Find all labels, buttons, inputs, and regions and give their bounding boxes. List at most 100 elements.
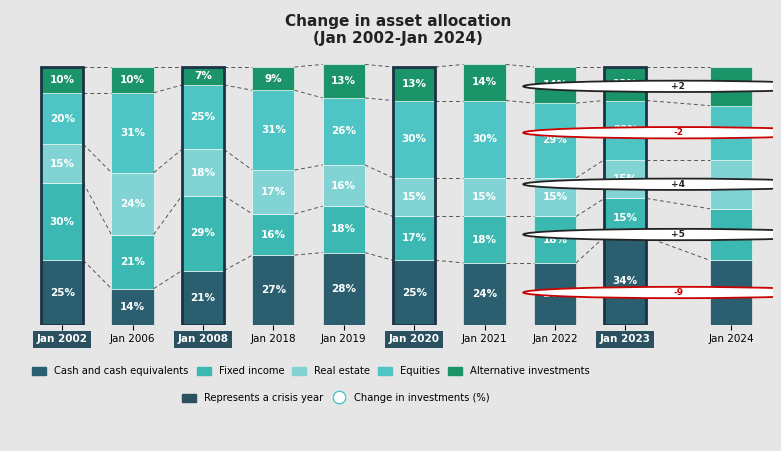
Bar bbox=[252, 67, 294, 90]
Text: 17%: 17% bbox=[401, 233, 426, 244]
Bar bbox=[393, 67, 435, 101]
Text: 24%: 24% bbox=[542, 289, 568, 299]
Text: 29%: 29% bbox=[191, 228, 216, 238]
Bar bbox=[710, 67, 752, 106]
Text: 15%: 15% bbox=[472, 192, 497, 202]
Bar bbox=[393, 101, 435, 178]
Text: 31%: 31% bbox=[120, 128, 145, 138]
Bar bbox=[710, 160, 752, 209]
Circle shape bbox=[523, 127, 781, 138]
Text: 25%: 25% bbox=[401, 287, 426, 298]
Bar bbox=[463, 216, 505, 263]
Bar bbox=[112, 67, 154, 93]
Text: -2: -2 bbox=[673, 128, 683, 137]
Text: 29%: 29% bbox=[543, 135, 567, 146]
Text: 13%: 13% bbox=[401, 79, 426, 89]
Text: 14%: 14% bbox=[120, 302, 145, 312]
Text: 31%: 31% bbox=[261, 125, 286, 135]
Text: 17%: 17% bbox=[261, 187, 286, 197]
Bar bbox=[112, 173, 154, 235]
Bar bbox=[112, 93, 154, 173]
Text: 18%: 18% bbox=[543, 235, 568, 245]
Text: 18%: 18% bbox=[191, 168, 216, 178]
Text: 21%: 21% bbox=[719, 128, 744, 138]
Text: 27%: 27% bbox=[261, 285, 286, 295]
Bar bbox=[41, 144, 84, 183]
Text: 16%: 16% bbox=[261, 230, 286, 239]
Bar bbox=[463, 64, 505, 101]
Bar bbox=[252, 90, 294, 170]
Bar bbox=[41, 67, 84, 93]
Text: 15%: 15% bbox=[401, 192, 426, 202]
Bar bbox=[252, 170, 294, 214]
Text: 25%: 25% bbox=[191, 112, 216, 122]
Circle shape bbox=[523, 179, 781, 190]
Bar bbox=[182, 67, 224, 85]
Text: 16%: 16% bbox=[331, 180, 356, 191]
Text: 20%: 20% bbox=[50, 114, 75, 124]
Text: 21%: 21% bbox=[191, 293, 216, 303]
Text: 10%: 10% bbox=[120, 75, 145, 85]
Text: 14%: 14% bbox=[542, 80, 568, 90]
Text: 15%: 15% bbox=[613, 213, 638, 223]
Bar bbox=[41, 93, 84, 144]
Text: 9%: 9% bbox=[265, 74, 282, 83]
Circle shape bbox=[523, 229, 781, 240]
Text: 18%: 18% bbox=[472, 235, 497, 245]
Text: +5: +5 bbox=[671, 230, 685, 239]
Text: 15%: 15% bbox=[50, 159, 75, 169]
Text: 15%: 15% bbox=[613, 174, 638, 184]
Bar bbox=[323, 64, 365, 98]
Bar bbox=[41, 260, 84, 325]
Bar bbox=[323, 206, 365, 253]
Text: 28%: 28% bbox=[331, 284, 356, 294]
Text: 25%: 25% bbox=[719, 287, 744, 298]
Text: 20%: 20% bbox=[719, 230, 744, 239]
Bar bbox=[182, 196, 224, 271]
Text: 13%: 13% bbox=[331, 76, 356, 86]
Bar bbox=[534, 67, 576, 103]
Text: 30%: 30% bbox=[472, 134, 497, 144]
Bar bbox=[534, 103, 576, 178]
Bar bbox=[323, 98, 365, 165]
Bar bbox=[604, 67, 647, 101]
Bar bbox=[604, 160, 647, 198]
Text: 13%: 13% bbox=[613, 79, 638, 89]
Text: 24%: 24% bbox=[120, 198, 145, 209]
Bar bbox=[604, 101, 647, 160]
Bar bbox=[604, 198, 647, 237]
Bar bbox=[463, 263, 505, 325]
Bar bbox=[323, 165, 365, 206]
Text: 14%: 14% bbox=[472, 78, 497, 87]
Title: Change in asset allocation
(Jan 2002-Jan 2024): Change in asset allocation (Jan 2002-Jan… bbox=[285, 14, 512, 46]
Text: 10%: 10% bbox=[50, 75, 75, 85]
Text: 23%: 23% bbox=[613, 125, 638, 135]
Bar bbox=[534, 263, 576, 325]
Bar bbox=[710, 106, 752, 160]
Bar bbox=[604, 237, 647, 325]
Bar bbox=[463, 101, 505, 178]
Bar bbox=[534, 178, 576, 216]
Bar bbox=[534, 216, 576, 263]
Text: 15%: 15% bbox=[543, 192, 568, 202]
Text: +2: +2 bbox=[671, 82, 685, 91]
Legend: Represents a crisis year, Change in investments (%): Represents a crisis year, Change in inve… bbox=[178, 389, 494, 407]
Text: 24%: 24% bbox=[472, 289, 497, 299]
Text: 26%: 26% bbox=[331, 126, 356, 137]
Circle shape bbox=[523, 81, 781, 92]
Bar bbox=[41, 183, 84, 260]
Bar bbox=[710, 209, 752, 260]
Bar bbox=[393, 260, 435, 325]
Bar bbox=[182, 271, 224, 325]
Bar bbox=[182, 149, 224, 196]
Text: -9: -9 bbox=[673, 288, 683, 297]
Bar bbox=[323, 253, 365, 325]
Bar bbox=[182, 85, 224, 149]
Text: 25%: 25% bbox=[50, 287, 75, 298]
Bar bbox=[393, 216, 435, 260]
Text: +4: +4 bbox=[671, 180, 685, 189]
Text: 7%: 7% bbox=[194, 71, 212, 81]
Bar bbox=[393, 178, 435, 216]
Bar bbox=[252, 214, 294, 255]
Text: 19%: 19% bbox=[719, 179, 744, 189]
